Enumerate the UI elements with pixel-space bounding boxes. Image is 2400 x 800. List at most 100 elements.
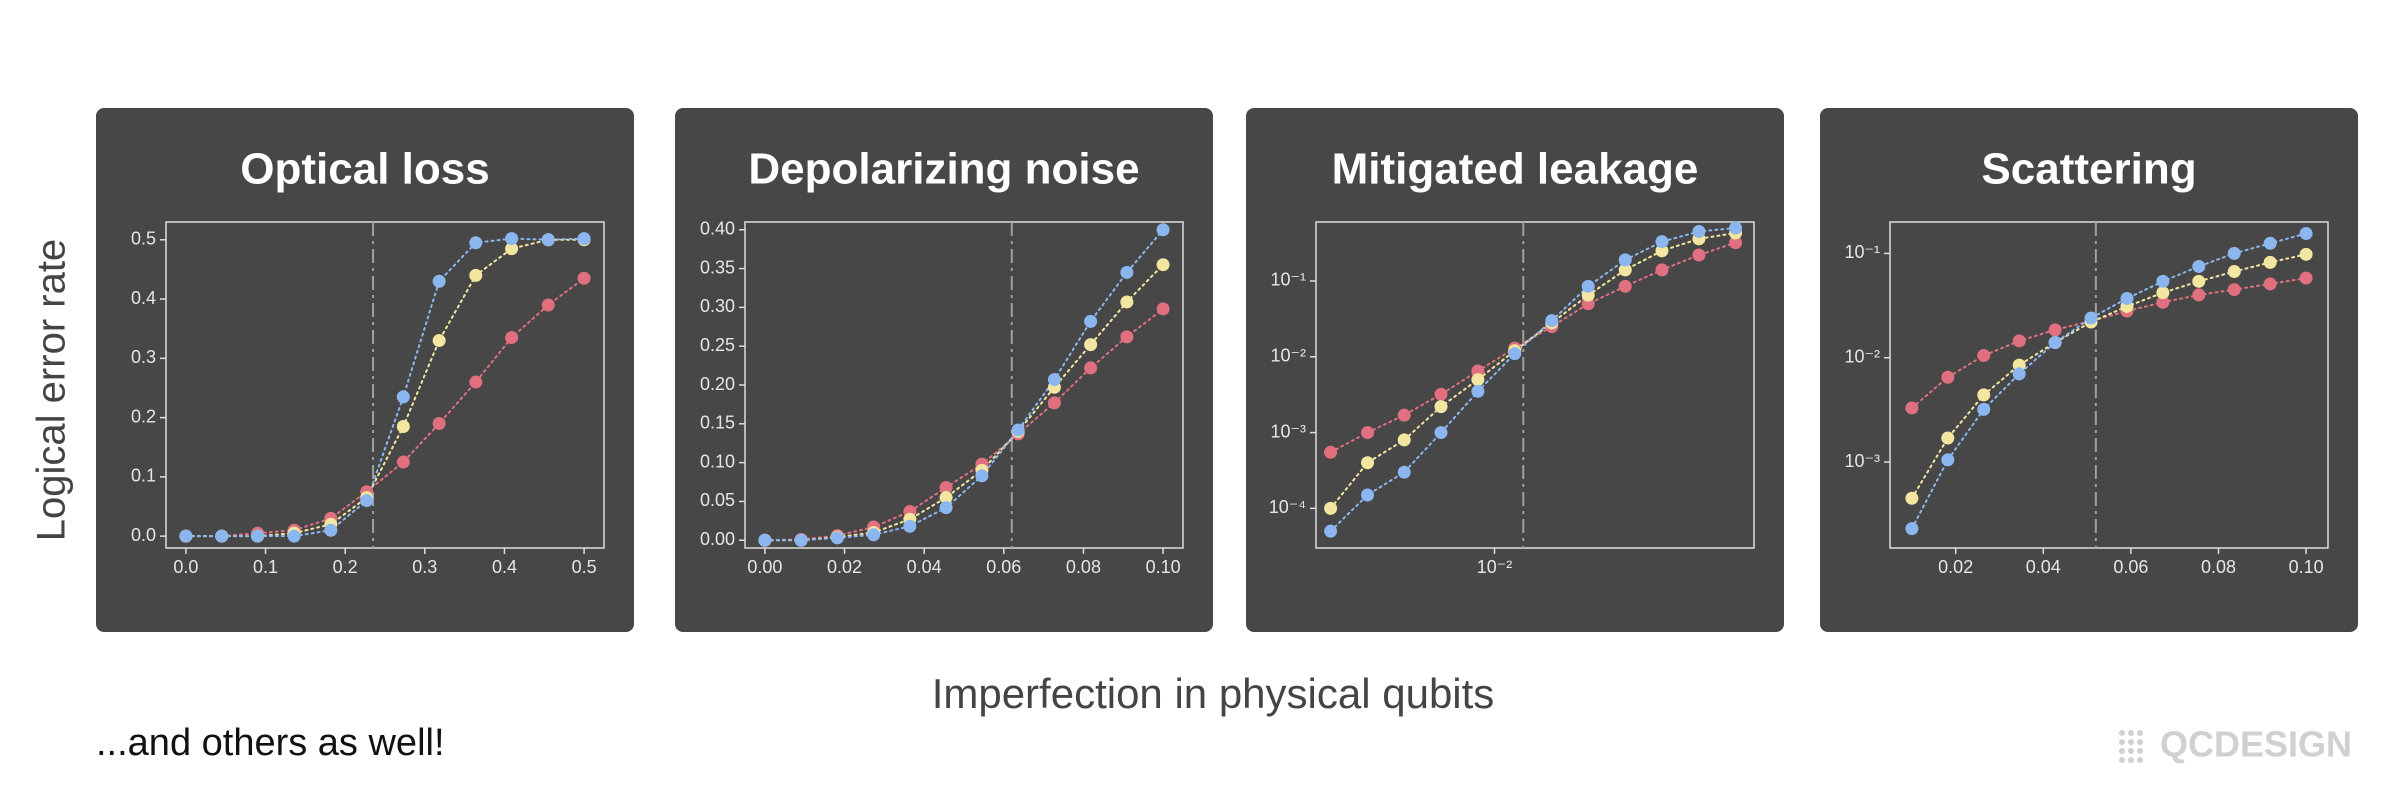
- data-point: [975, 469, 989, 483]
- data-point: [1397, 433, 1411, 447]
- data-point: [2048, 335, 2062, 349]
- y-axis-label: Logical error rate: [30, 239, 74, 541]
- logo: QCDESIGN: [2160, 724, 2352, 765]
- data-point: [1581, 279, 1595, 293]
- data-point: [2227, 246, 2241, 260]
- data-point: [505, 242, 519, 256]
- y-tick-label: 0.2: [131, 406, 156, 426]
- data-point: [867, 528, 881, 542]
- data-point: [2299, 227, 2313, 241]
- logo-dots: [2119, 730, 2143, 763]
- x-tick-label: 0.08: [1066, 557, 1101, 577]
- data-point: [1324, 524, 1338, 538]
- data-point: [1977, 349, 1991, 363]
- data-point: [396, 419, 410, 433]
- data-point: [432, 417, 446, 431]
- footnote: ...and others as well!: [96, 722, 445, 764]
- y-tick-label: 0.40: [700, 219, 735, 239]
- y-tick-label: 0.25: [700, 335, 735, 355]
- data-point: [2263, 277, 2277, 291]
- chart-title: Depolarizing noise: [748, 145, 1139, 194]
- data-point: [1941, 370, 1955, 384]
- x-tick-label: 0.4: [492, 557, 517, 577]
- data-point: [758, 533, 772, 547]
- data-point: [2048, 323, 2062, 337]
- y-tick-label: 0.00: [700, 529, 735, 549]
- chart-title: Optical loss: [240, 145, 489, 194]
- data-point: [1618, 263, 1632, 277]
- data-point: [1977, 402, 1991, 416]
- data-point: [215, 529, 229, 543]
- data-point: [1471, 373, 1485, 387]
- data-point: [2227, 265, 2241, 279]
- panel-background: [1820, 108, 2358, 632]
- data-point: [1941, 431, 1955, 445]
- y-tick-label: 0.10: [700, 451, 735, 471]
- x-tick-label: 0.08: [2201, 557, 2236, 577]
- data-point: [939, 480, 953, 494]
- chart-title: Scattering: [1981, 145, 2196, 194]
- x-tick-label: 0.10: [1146, 557, 1181, 577]
- x-tick-label: 0.5: [572, 557, 597, 577]
- data-point: [2263, 255, 2277, 269]
- data-point: [1905, 491, 1919, 505]
- plot-frame: [1889, 221, 2329, 549]
- panel: Optical loss 0.0 0.1 0.2 0.3 0.4 0.5 0.0 0.1 0.2 0…: [96, 108, 634, 632]
- panel: Mitigated leakage 10⁻² 10⁻⁴ 10⁻³ 10⁻² 10⁻¹: [1246, 108, 1784, 632]
- x-axis-label: Imperfection in physical qubits: [932, 670, 1495, 717]
- data-point: [1729, 236, 1743, 250]
- data-point: [1120, 265, 1134, 279]
- x-tick-label: 0.2: [333, 557, 358, 577]
- panel-background: [1246, 108, 1784, 632]
- data-point: [396, 390, 410, 404]
- data-point: [505, 232, 519, 246]
- data-point: [1120, 295, 1134, 309]
- x-tick-label: 0.3: [412, 557, 437, 577]
- data-point: [2120, 291, 2134, 305]
- data-point: [469, 375, 483, 389]
- data-point: [1047, 396, 1061, 410]
- data-point: [1084, 361, 1098, 375]
- data-point: [360, 494, 374, 508]
- data-point: [830, 531, 844, 545]
- data-point: [2156, 274, 2170, 288]
- y-tick-label: 10⁻²: [1270, 346, 1306, 366]
- data-point: [1692, 224, 1706, 238]
- data-point: [1692, 248, 1706, 262]
- y-tick-label: 0.30: [700, 296, 735, 316]
- x-tick-label: 0.10: [2289, 557, 2324, 577]
- x-tick-label: 0.00: [747, 557, 782, 577]
- y-tick-label: 0.15: [700, 413, 735, 433]
- data-point: [1361, 488, 1375, 502]
- data-point: [1120, 330, 1134, 344]
- data-point: [2263, 236, 2277, 250]
- data-point: [505, 331, 519, 345]
- data-point: [1434, 426, 1448, 440]
- data-point: [541, 298, 555, 312]
- chart-title: Mitigated leakage: [1332, 145, 1699, 194]
- y-tick-label: 0.3: [131, 347, 156, 367]
- data-point: [2012, 367, 2026, 381]
- x-tick-label: 0.04: [907, 557, 942, 577]
- y-tick-label: 10⁻¹: [1270, 270, 1306, 290]
- x-tick-label: 0.04: [2026, 557, 2061, 577]
- data-point: [396, 455, 410, 469]
- data-point: [1905, 401, 1919, 415]
- data-point: [2299, 247, 2313, 261]
- x-tick-label: 0.02: [1938, 557, 1973, 577]
- data-point: [577, 271, 591, 285]
- data-point: [1361, 426, 1375, 440]
- y-tick-label: 10⁻⁴: [1269, 497, 1306, 517]
- data-point: [287, 529, 301, 543]
- y-tick-label: 0.5: [131, 229, 156, 249]
- data-point: [1545, 314, 1559, 328]
- data-point: [1471, 384, 1485, 398]
- data-point: [1397, 408, 1411, 422]
- x-tick-label: 0.06: [986, 557, 1021, 577]
- y-tick-label: 10⁻¹: [1844, 242, 1880, 262]
- data-point: [577, 232, 591, 246]
- y-tick-label: 10⁻²: [1844, 346, 1880, 366]
- data-point: [2156, 286, 2170, 300]
- data-point: [1655, 235, 1669, 249]
